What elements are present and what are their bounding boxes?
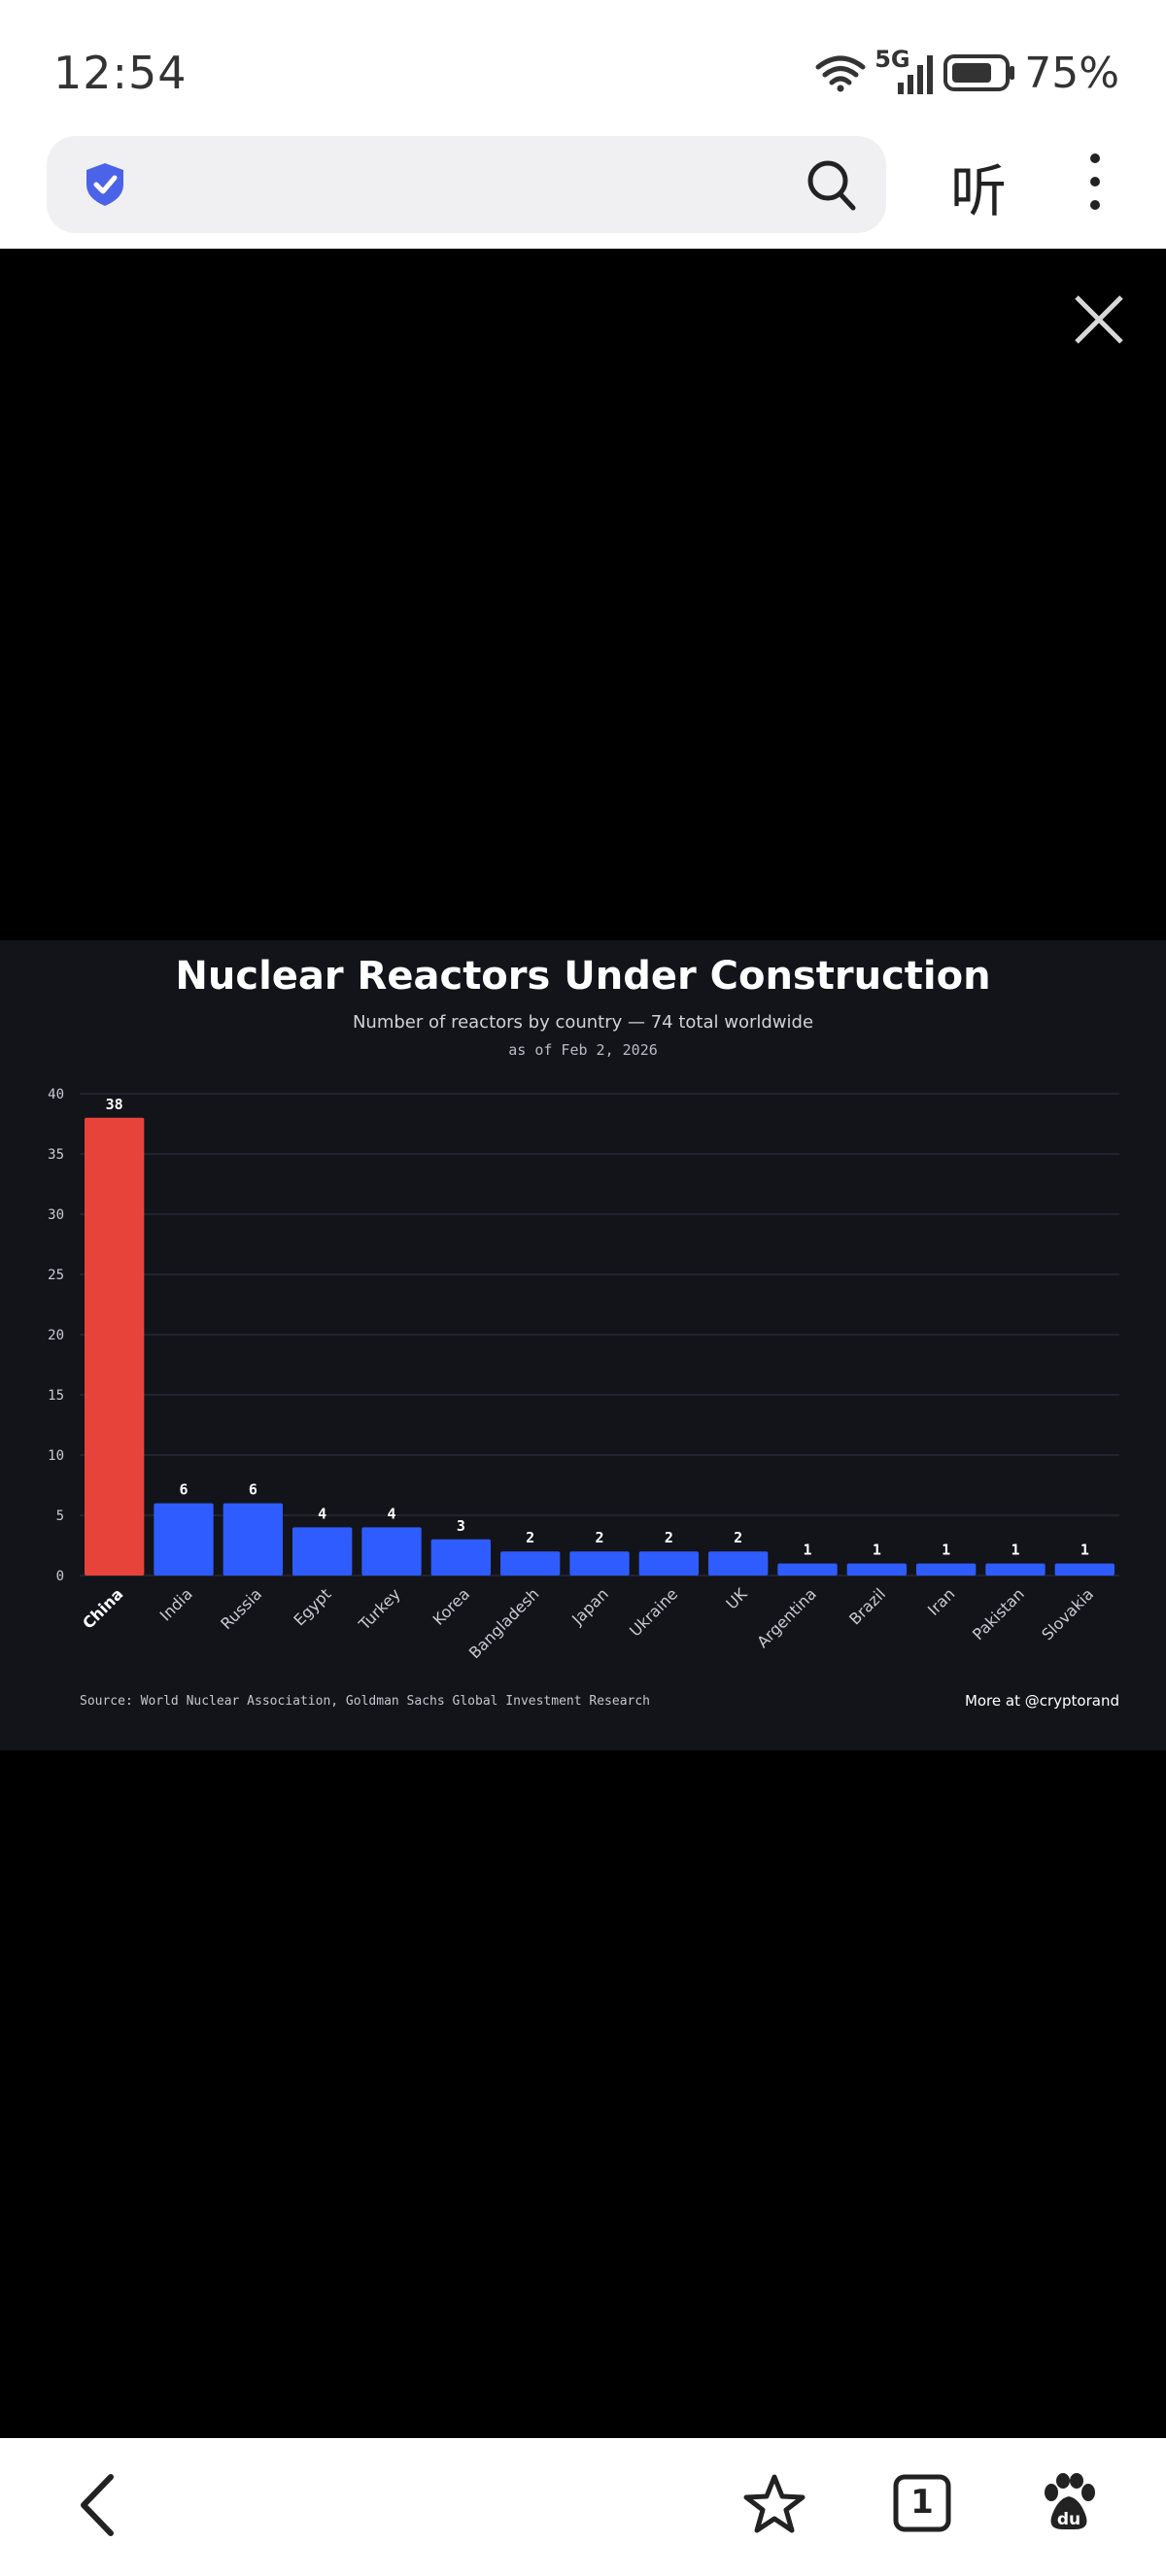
bar bbox=[430, 1539, 492, 1576]
bar bbox=[499, 1551, 561, 1576]
bar-value-label: 3 bbox=[457, 1517, 465, 1535]
svg-text:du: du bbox=[1057, 2510, 1080, 2529]
x-tick-label: UK bbox=[722, 1584, 750, 1612]
bar bbox=[638, 1551, 700, 1576]
bar-value-label: 4 bbox=[318, 1505, 326, 1522]
chart-image: Nuclear Reactors Under Construction Numb… bbox=[0, 940, 1166, 1750]
search-icon[interactable] bbox=[805, 157, 857, 212]
wifi-icon bbox=[815, 55, 866, 92]
battery-percent: 75% bbox=[1024, 48, 1119, 98]
bar bbox=[915, 1563, 977, 1576]
x-tick-label: Brazil bbox=[845, 1584, 889, 1628]
bar-value-label: 4 bbox=[387, 1505, 395, 1522]
bar bbox=[569, 1551, 630, 1576]
chart-credit: More at @cryptorand bbox=[964, 1692, 1119, 1710]
x-tick-label: Turkey bbox=[355, 1584, 404, 1634]
bottom-nav: 1 du bbox=[0, 2438, 1166, 2576]
more-icon[interactable] bbox=[1080, 153, 1110, 216]
bar bbox=[292, 1527, 353, 1576]
bar-value-label: 2 bbox=[665, 1529, 673, 1546]
bar-value-label: 38 bbox=[106, 1096, 123, 1113]
star-icon[interactable] bbox=[742, 2473, 806, 2537]
x-tick-label: China bbox=[79, 1584, 126, 1632]
tabs-icon[interactable]: 1 bbox=[892, 2473, 952, 2533]
x-tick-label: Egypt bbox=[290, 1584, 334, 1629]
bar-chart: 0 5 10 15 20 25 30 35 40 38 China 6 India 6 Russia 4 Egy… bbox=[48, 1087, 1119, 1662]
x-tick-label: Pakistan bbox=[969, 1584, 1028, 1644]
x-tick-label: Japan bbox=[567, 1584, 612, 1629]
x-tick-label: Russia bbox=[217, 1584, 265, 1633]
address-bar[interactable] bbox=[47, 136, 886, 233]
x-tick-label: Slovakia bbox=[1038, 1584, 1097, 1644]
bar-value-label: 2 bbox=[595, 1529, 603, 1546]
chart-source: Source: World Nuclear Association, Goldm… bbox=[80, 1694, 650, 1709]
network-type: 5G bbox=[874, 46, 910, 73]
bar-value-label: 1 bbox=[803, 1542, 811, 1559]
chart-title: Nuclear Reactors Under Construction bbox=[175, 954, 991, 999]
status-time: 12:54 bbox=[53, 47, 188, 99]
bar-value-label: 2 bbox=[526, 1529, 534, 1546]
chart-subtitle: Number of reactors by country — 74 total… bbox=[352, 1012, 814, 1033]
bar bbox=[707, 1551, 769, 1576]
bar bbox=[985, 1563, 1046, 1576]
bar-value-label: 1 bbox=[1011, 1542, 1019, 1559]
bar-value-label: 1 bbox=[1080, 1542, 1089, 1559]
x-tick-label: Argentina bbox=[753, 1584, 820, 1651]
tab-count: 1 bbox=[910, 2483, 934, 2522]
baidu-paw-icon[interactable]: du bbox=[1040, 2473, 1098, 2533]
chart-date-note: as of Feb 2, 2026 bbox=[508, 1041, 658, 1059]
bar-value-label: 2 bbox=[734, 1529, 742, 1546]
y-tick-label: 20 bbox=[48, 1328, 64, 1343]
y-tick-label: 10 bbox=[48, 1448, 64, 1464]
y-tick-label: 15 bbox=[48, 1388, 64, 1404]
y-tick-label: 25 bbox=[48, 1268, 64, 1283]
bar-value-label: 6 bbox=[249, 1481, 257, 1499]
status-icons: 5G 75% bbox=[814, 46, 1119, 99]
bar-value-label: 6 bbox=[179, 1481, 188, 1499]
y-tick-label: 5 bbox=[56, 1508, 64, 1524]
shield-icon[interactable] bbox=[84, 161, 126, 208]
listen-button[interactable]: 听 bbox=[950, 158, 1008, 224]
bar-value-label: 1 bbox=[942, 1542, 950, 1559]
x-tick-label: India bbox=[156, 1584, 196, 1624]
browser-toolbar: 听 bbox=[0, 136, 1166, 249]
bar bbox=[1054, 1563, 1115, 1576]
signal-icon: 5G bbox=[874, 46, 935, 96]
back-icon[interactable] bbox=[76, 2473, 119, 2537]
y-tick-label: 30 bbox=[48, 1207, 64, 1223]
bar bbox=[154, 1503, 214, 1576]
close-icon[interactable] bbox=[1069, 289, 1129, 350]
bar bbox=[846, 1563, 908, 1576]
x-tick-label: Ukraine bbox=[626, 1584, 681, 1640]
y-tick-label: 35 bbox=[48, 1147, 64, 1163]
x-tick-label: Iran bbox=[924, 1584, 959, 1619]
x-tick-label: Korea bbox=[429, 1584, 474, 1629]
bar bbox=[223, 1503, 284, 1576]
bar bbox=[361, 1527, 422, 1576]
bar bbox=[777, 1563, 838, 1576]
battery-icon bbox=[943, 54, 1015, 91]
bar bbox=[84, 1117, 145, 1576]
bar-value-label: 1 bbox=[873, 1542, 881, 1559]
y-tick-label: 0 bbox=[56, 1569, 64, 1584]
y-tick-label: 40 bbox=[48, 1087, 64, 1102]
status-bar: 12:54 5G 75% bbox=[0, 0, 1166, 136]
x-tick-label: Bangladesh bbox=[465, 1584, 543, 1662]
